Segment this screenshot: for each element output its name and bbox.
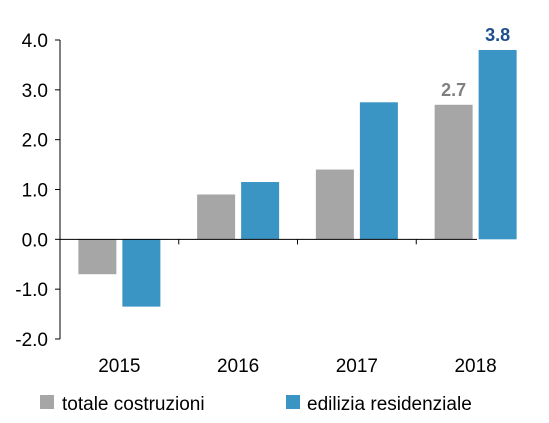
- bar-totale-costruzioni-2017: [315, 169, 354, 240]
- legend-swatch: [40, 395, 54, 409]
- y-tick-label: 2.0: [22, 131, 48, 152]
- y-tick-label: 3.0: [22, 81, 48, 102]
- x-category-label: 2017: [336, 356, 378, 377]
- y-tick-label: -2.0: [15, 330, 48, 351]
- bar-totale-costruzioni-2015: [78, 239, 117, 275]
- bar-edilizia-residenziale-2017: [359, 102, 398, 240]
- y-tick-label: 1.0: [22, 181, 48, 202]
- data-label: 3.8: [485, 25, 510, 45]
- legend-swatch: [286, 395, 300, 409]
- plot-area: 4.0 3.0 2.0 1.0 0.0 -1.0 -2.0 2015 2016 2017 2.7 3.…: [15, 25, 517, 377]
- x-category-label: 2018: [454, 356, 496, 377]
- y-tick-label: 4.0: [22, 31, 48, 52]
- bar-edilizia-residenziale-2018: [478, 49, 517, 240]
- y-tick-label: -1.0: [15, 280, 48, 301]
- legend-label: edilizia residenziale: [307, 394, 472, 415]
- legend: totale costruzioni edilizia residenziale: [40, 394, 472, 415]
- x-category-label: 2016: [217, 356, 259, 377]
- y-tick-label: 0.0: [22, 230, 48, 251]
- bar-edilizia-residenziale-2016: [241, 182, 280, 240]
- bar-edilizia-residenziale-2015: [122, 239, 161, 307]
- bar-totale-costruzioni-2018: [434, 104, 473, 240]
- bar-totale-costruzioni-2016: [197, 194, 236, 240]
- data-label: 2.7: [441, 80, 466, 100]
- legend-label: totale costruzioni: [62, 394, 205, 415]
- x-category-label: 2015: [98, 356, 140, 377]
